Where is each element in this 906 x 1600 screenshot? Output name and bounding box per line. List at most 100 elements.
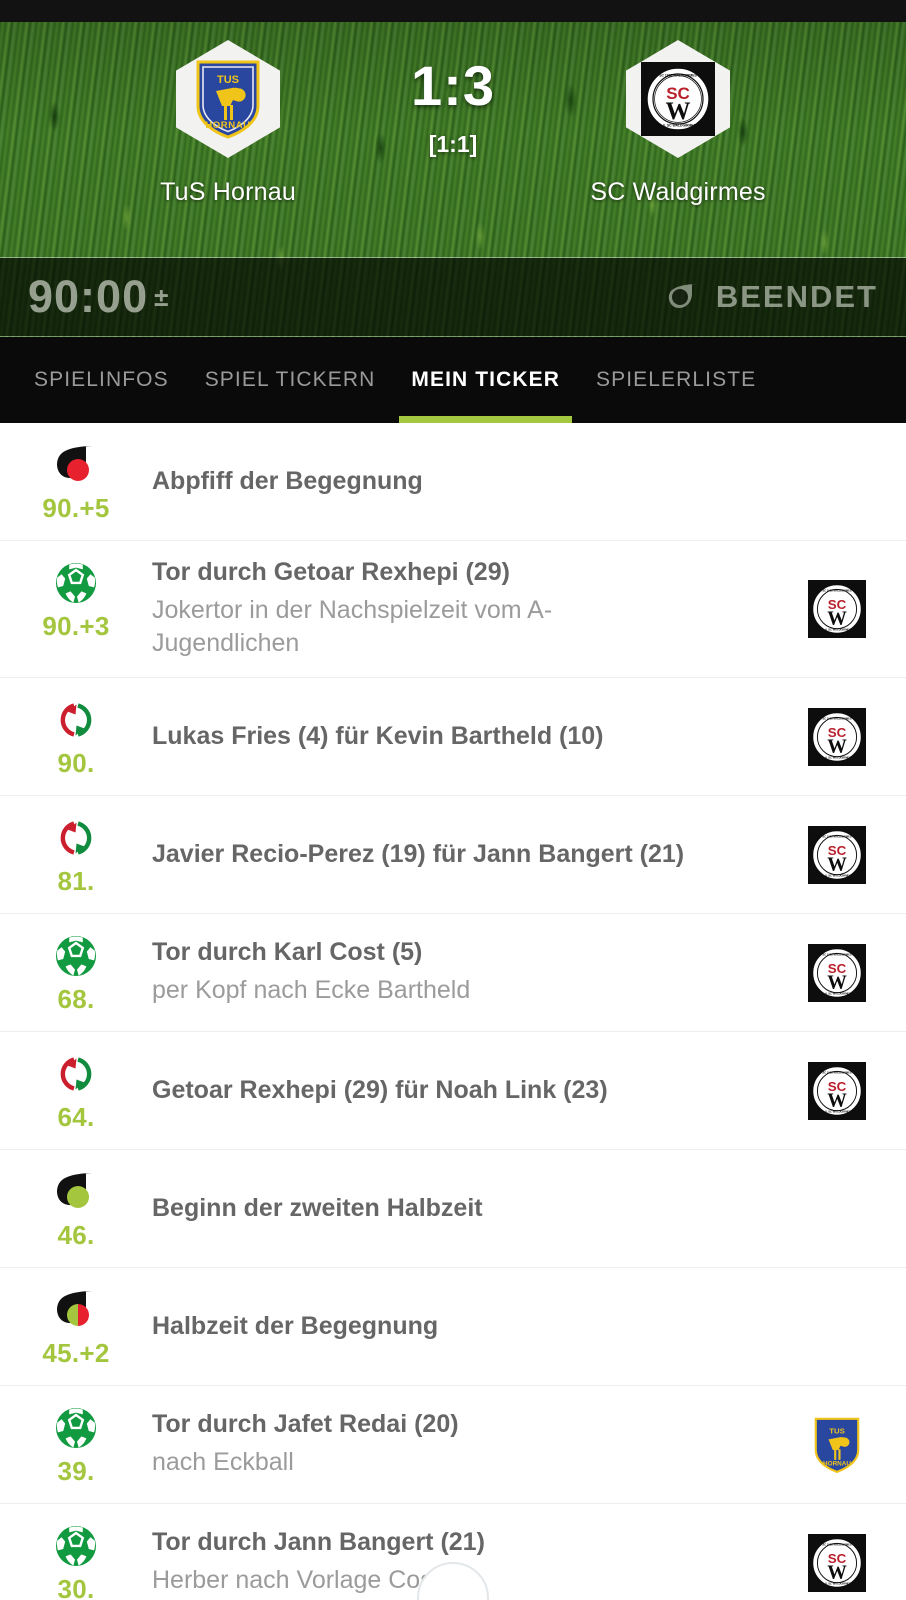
ticker-row[interactable]: 46. Beginn der zweiten Halbzeit [0,1150,906,1268]
svg-text:W: W [827,736,847,757]
match-status-label: BEENDET [715,279,878,314]
svg-text:e.V. SC WALDGIRMES: e.V. SC WALDGIRMES [823,628,851,632]
svg-text:SC: SC [666,84,690,103]
ticker-title: Getoar Rexhepi (29) für Noah Link (23) [152,1076,608,1105]
ticker-minute: 90.+5 [42,493,110,523]
svg-text:SC 1928 WALDGIRMES: SC 1928 WALDGIRMES [822,834,852,838]
ticker-minute: 45.+2 [42,1338,110,1368]
ticker-team-logo: SC 1928 WALDGIRMES e.V. SC WALDGIRMES SC… [786,1048,906,1133]
home-team-name: TuS Hornau [160,178,296,206]
ticker-subtitle: per Kopf nach Ecke Bartheld [152,975,471,1004]
svg-text:e.V. SC WALDGIRMES: e.V. SC WALDGIRMES [823,991,851,995]
goal-ball-icon [56,1526,96,1566]
ticker-gutter: 46. [0,1166,152,1251]
ticker-row[interactable]: 30. Tor durch Jann Bangert (21) Herber n… [0,1504,906,1600]
ticker-team-logo [786,1166,906,1251]
event-icon-wrap [52,1286,100,1334]
whistle-halftime-icon [57,1291,95,1326]
ticker-subtitle: nach Eckball [152,1447,294,1476]
event-icon-wrap [52,1522,100,1570]
ticker-team-logo: TUS HORNAU [786,1402,906,1487]
goal-ball-icon [56,563,96,603]
away-team[interactable]: SC 1928 WALDGIRMES e.V. SC WALDGIRMES SC… [543,40,813,207]
event-icon-wrap [52,1168,100,1216]
event-icon-wrap [52,441,100,489]
ticker-row[interactable]: 90.+5 Abpfiff der Begegnung [0,423,906,541]
svg-text:SC 1928 WALDGIRMES: SC 1928 WALDGIRMES [822,588,852,592]
ticker-title: Lukas Fries (4) für Kevin Bartheld (10) [152,722,604,751]
ticker-gutter: 81. [0,812,152,897]
svg-text:SC: SC [828,725,847,740]
match-header: TUS HORNAU TuS Hornau 1:3 [1:1] [0,22,906,337]
svg-text:SC: SC [828,1079,847,1094]
sc-waldgirmes-logo: SC 1928 WALDGIRMES e.V. SC WALDGIRMES SC… [808,580,866,638]
ticker-gutter: 90. [0,694,152,779]
svg-text:SC: SC [828,843,847,858]
ticker-team-logo: SC 1928 WALDGIRMES e.V. SC WALDGIRMES SC… [786,694,906,779]
ticker-row[interactable]: 81. Javier Recio-Perez (19) für Jann Ban… [0,796,906,914]
ticker-team-logo: SC 1928 WALDGIRMES e.V. SC WALDGIRMES SC… [786,930,906,1015]
ticker-gutter: 39. [0,1402,152,1487]
svg-text:SC 1928 WALDGIRMES: SC 1928 WALDGIRMES [822,1070,852,1074]
tab-spielinfos[interactable]: SPIELINFOS [34,368,169,391]
event-icon-wrap [52,1404,100,1452]
match-time-strip: 90:00 ± BEENDET [0,257,906,337]
whistle-green-icon [57,1173,95,1208]
tab-spiel-tickern[interactable]: SPIEL TICKERN [204,368,376,391]
ticker-gutter: 64. [0,1048,152,1133]
ticker-gutter: 90.+5 [0,439,152,524]
svg-text:W: W [827,854,847,875]
svg-text:W: W [827,1090,847,1111]
svg-text:SC 1928 WALDGIRMES: SC 1928 WALDGIRMES [822,716,852,720]
plus-minus-icon: ± [154,281,169,312]
ticker-title: Tor durch Jafet Redai (20) [152,1410,459,1439]
ticker-body: Halbzeit der Begegnung [152,1284,786,1369]
away-team-name: SC Waldgirmes [590,178,766,206]
sc-waldgirmes-logo: SC 1928 WALDGIRMES e.V. SC WALDGIRMES SC… [808,943,866,1002]
ticker-minute: 90. [57,748,95,778]
ticker-gutter: 30. [0,1520,152,1600]
ticker-body: Abpfiff der Begegnung [152,439,786,524]
ticker-team-logo: SC 1928 WALDGIRMES e.V. SC WALDGIRMES SC… [786,557,906,661]
ticker-body: Beginn der zweiten Halbzeit [152,1166,786,1251]
home-team-badge-hex: TUS HORNAU [176,40,280,158]
sc-waldgirmes-logo: SC 1928 WALDGIRMES e.V. SC WALDGIRMES SC… [808,1061,866,1120]
tab-spielerliste[interactable]: SPIELERLISTE [596,368,757,391]
ticker-row[interactable]: 39. Tor durch Jafet Redai (20) nach Eckb… [0,1386,906,1504]
svg-text:SC 1928 WALDGIRMES: SC 1928 WALDGIRMES [822,952,852,956]
svg-text:TUS: TUS [217,74,239,86]
ticker-row[interactable]: 45.+2 Halbzeit der Begegnung [0,1268,906,1386]
event-icon-wrap [52,559,100,607]
ticker-minute: 81. [57,866,95,896]
sc-waldgirmes-logo: SC 1928 WALDGIRMES e.V. SC WALDGIRMES SC… [808,707,866,766]
sc-waldgirmes-logo: SC 1928 WALDGIRMES e.V. SC WALDGIRMES SC… [641,62,715,136]
substitution-icon [60,821,92,855]
svg-text:W: W [666,98,691,125]
ticker-title: Javier Recio-Perez (19) für Jann Bangert… [152,840,685,869]
goal-ball-icon [56,936,96,976]
ticker-body: Tor durch Jafet Redai (20) nach Eckball [152,1402,786,1487]
ticker-body: Tor durch Jann Bangert (21) Herber nach … [152,1520,786,1600]
final-score: 1:3 [411,54,495,117]
away-team-badge-hex: SC 1928 WALDGIRMES e.V. SC WALDGIRMES SC… [626,40,730,158]
ticker-minute: 68. [57,984,95,1014]
ticker-row[interactable]: 90.+3 Tor durch Getoar Rexhepi (29) Joke… [0,541,906,678]
home-team[interactable]: TUS HORNAU TuS Hornau [93,40,363,207]
tus-hornau-logo: TUS HORNAU [814,1417,860,1473]
sc-waldgirmes-logo: SC 1928 WALDGIRMES e.V. SC WALDGIRMES SC… [808,825,866,884]
ticker-row[interactable]: 64. Getoar Rexhepi (29) für Noah Link (2… [0,1032,906,1150]
event-icon-wrap [52,1050,100,1098]
ticker-row[interactable]: 68. Tor durch Karl Cost (5) per Kopf nac… [0,914,906,1032]
svg-text:e.V. SC WALDGIRMES: e.V. SC WALDGIRMES [823,755,851,759]
ticker-minute: 46. [57,1220,95,1250]
score-block: 1:3 [1:1] [363,40,543,158]
ticker-team-logo [786,1284,906,1369]
ticker-row[interactable]: 90. Lukas Fries (4) für Kevin Bartheld (… [0,678,906,796]
tab-bar: SPIELINFOS SPIEL TICKERN MEIN TICKER SPI… [0,337,906,423]
svg-text:W: W [827,609,847,630]
ticker-minute: 64. [57,1102,95,1132]
scoreboard: TUS HORNAU TuS Hornau 1:3 [1:1] [0,22,906,257]
svg-text:HORNAU: HORNAU [823,1460,851,1467]
tab-mein-ticker[interactable]: MEIN TICKER [393,337,578,423]
tus-hornau-logo: TUS HORNAU [196,60,260,139]
